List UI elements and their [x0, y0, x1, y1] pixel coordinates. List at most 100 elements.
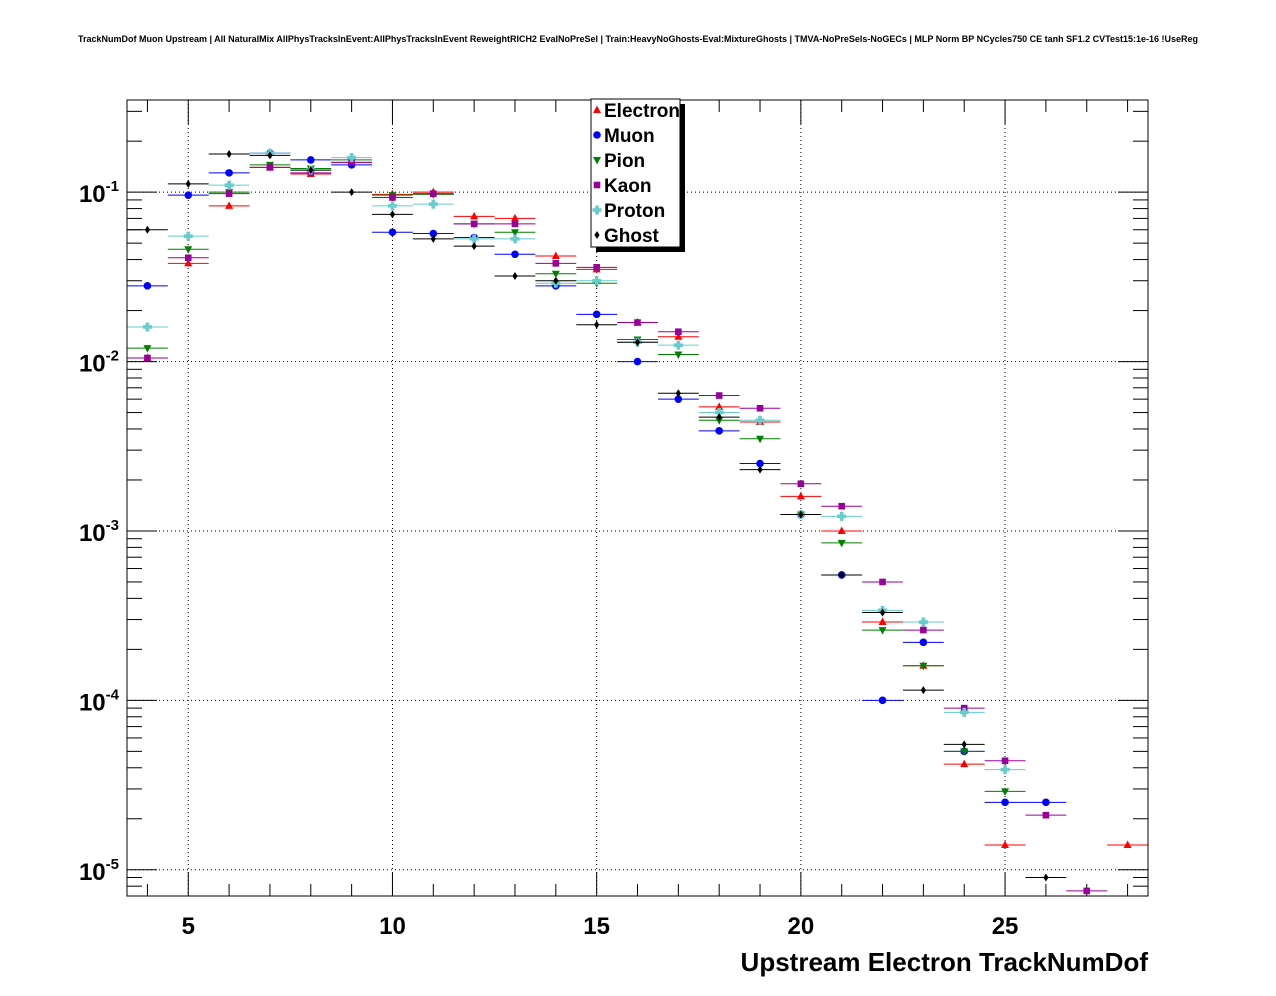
proton-point — [902, 617, 944, 627]
kaon-point — [412, 190, 454, 197]
kaon-marker — [552, 260, 560, 267]
kaon-marker — [920, 626, 927, 634]
proton-marker — [469, 234, 479, 244]
ghost-marker — [389, 210, 396, 219]
pion-marker — [919, 662, 928, 671]
proton-marker — [183, 231, 193, 241]
legend-label-proton: Proton — [604, 201, 665, 222]
electron-marker — [715, 402, 724, 410]
ghost-point — [902, 686, 944, 695]
ghost-point — [780, 510, 822, 519]
kaon-point — [821, 502, 863, 510]
x-tick-label: 15 — [583, 913, 610, 940]
muon-marker — [429, 229, 438, 238]
pion-point — [902, 662, 944, 671]
legend-marker-ghost — [594, 231, 600, 239]
muon-marker — [633, 357, 642, 366]
kaon-point — [780, 480, 822, 488]
electron-marker — [225, 201, 234, 209]
electron-marker — [837, 526, 846, 534]
axis-ticks — [127, 100, 1148, 897]
y-tick-label: 10-4 — [79, 686, 120, 716]
muon-point — [617, 357, 658, 366]
kaon-marker — [879, 578, 886, 586]
electron-marker — [1001, 840, 1010, 849]
proton-point — [127, 322, 168, 332]
muon-marker — [225, 169, 233, 177]
proton-point — [943, 707, 985, 717]
proton-point — [576, 276, 618, 286]
proton-point — [372, 201, 413, 211]
kaon-point — [576, 264, 618, 271]
kaon-marker — [634, 319, 641, 326]
ghost-marker — [349, 188, 355, 197]
series-ghost — [127, 149, 1067, 882]
legend-label-pion: Pion — [604, 151, 645, 172]
ghost-point — [1025, 873, 1067, 882]
proton-point — [412, 199, 454, 209]
ghost-marker — [839, 570, 845, 579]
kaon-point — [249, 164, 291, 171]
y-tick-label: 10-2 — [79, 348, 119, 378]
ghost-point — [453, 242, 495, 251]
ghost-marker — [267, 151, 273, 160]
ghost-marker — [757, 465, 763, 474]
legend-label-kaon: Kaon — [604, 176, 652, 197]
muon-marker — [592, 310, 601, 319]
kaon-marker — [430, 190, 437, 197]
ghost-point — [535, 276, 577, 285]
pion-point — [167, 246, 209, 254]
proton-marker — [918, 617, 928, 627]
ghost-point — [739, 465, 781, 474]
pion-point — [739, 435, 781, 444]
kaon-point — [167, 254, 209, 262]
y-tick-label: 10-3 — [79, 517, 119, 547]
muon-marker — [878, 696, 887, 705]
ghost-point — [331, 188, 373, 197]
ghost-marker — [798, 510, 804, 519]
muon-point — [698, 427, 740, 435]
pion-marker — [1001, 788, 1010, 796]
muon-marker — [511, 250, 519, 259]
proton-marker — [347, 153, 357, 163]
pion-marker — [960, 748, 969, 756]
proton-marker — [714, 408, 724, 418]
muon-marker — [674, 395, 683, 403]
pion-marker — [756, 435, 765, 444]
ghost-marker — [594, 320, 600, 329]
ghost-marker — [430, 234, 436, 243]
muon-marker — [1001, 798, 1009, 807]
legend-label-muon: Muon — [604, 126, 655, 147]
muon-marker — [388, 228, 397, 237]
legend-entry-pion: Pion — [593, 151, 645, 172]
electron-point — [494, 213, 536, 222]
kaon-marker — [511, 220, 519, 228]
y-tick-label: 10-1 — [79, 178, 119, 208]
kaon-marker — [593, 264, 600, 271]
muon-point — [862, 696, 903, 705]
electron-point — [862, 617, 903, 626]
pion-marker — [184, 246, 193, 254]
proton-point — [739, 415, 781, 425]
kaon-point — [535, 260, 577, 267]
proton-marker — [592, 276, 602, 286]
proton-marker — [837, 511, 847, 521]
legend-marker-kaon — [593, 181, 601, 189]
x-tick-label: 5 — [182, 913, 195, 940]
ghost-point — [167, 179, 209, 188]
muon-point — [657, 395, 699, 403]
electron-point — [780, 491, 822, 500]
ghost-point — [862, 608, 903, 617]
muon-point — [576, 310, 618, 319]
pion-marker — [143, 345, 152, 353]
proton-point — [821, 511, 863, 521]
ghost-point — [698, 413, 740, 422]
muon-point — [739, 459, 781, 468]
pion-point — [127, 345, 168, 353]
muon-marker — [184, 191, 193, 199]
proton-marker — [142, 322, 152, 332]
ghost-marker — [144, 225, 151, 234]
ghost-marker — [634, 338, 641, 347]
kaon-marker — [389, 194, 396, 201]
